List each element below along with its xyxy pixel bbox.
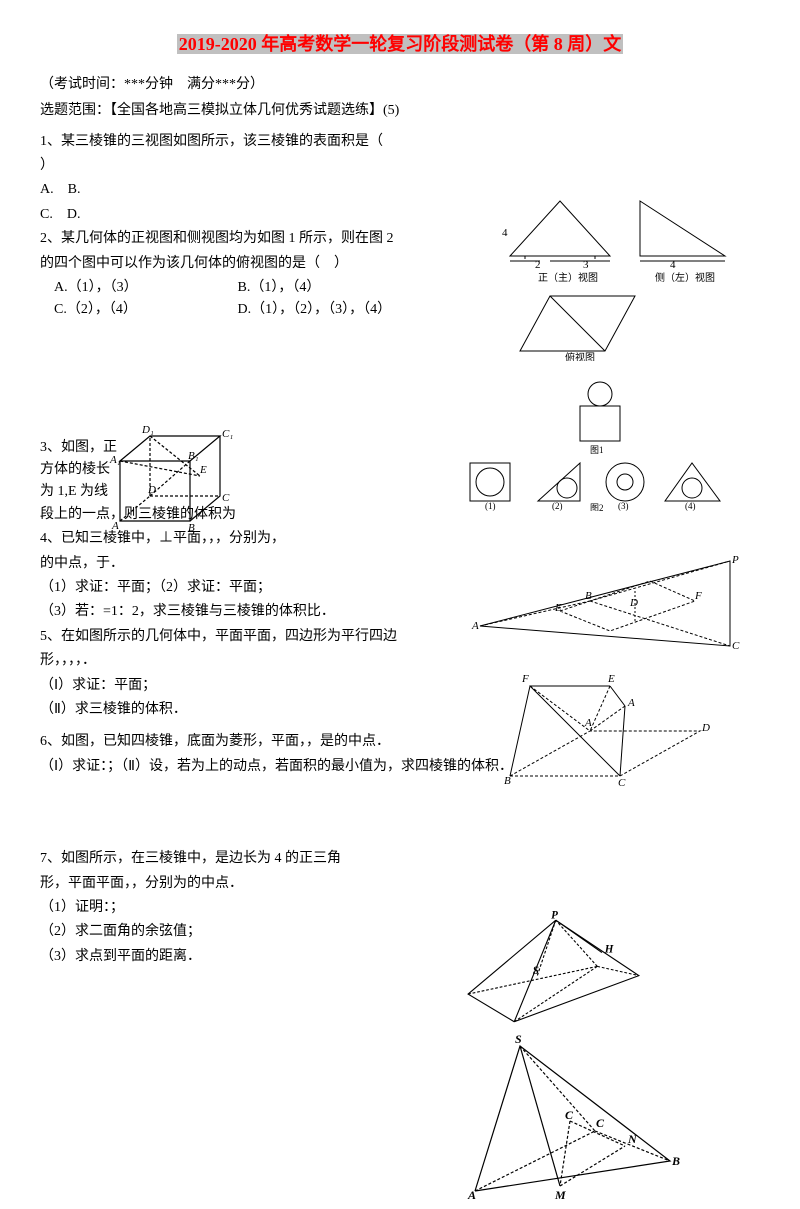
svg-text:俯视图: 俯视图: [565, 351, 595, 361]
q1-line1: 1、某三棱锥的三视图如图所示，该三棱锥的表面积是（: [40, 131, 400, 153]
q4-line4: （3）若：=1：2，求三棱锥与三棱锥的体积比．: [40, 601, 460, 623]
q6-line1: 6、如图，已知四棱锥，底面为菱形，平面，，是的中点．: [40, 731, 740, 753]
figure-pyramid: P H S: [450, 911, 680, 1031]
svg-text:M: M: [554, 1188, 566, 1201]
content-area: 1、某三棱锥的三视图如图所示，该三棱锥的表面积是（ ） A. B. C. D. …: [40, 131, 760, 969]
svg-text:C: C: [618, 777, 626, 789]
svg-text:B: B: [671, 1154, 680, 1168]
q2-opts-row1: A.（1），（3） B.（1），（4）: [54, 277, 520, 299]
figure-three-views: 4 2 3 正（主）视图 4 侧（左）视图 俯视图: [490, 191, 750, 361]
figure-tetrahedron-plane: A P C B E F D: [470, 551, 750, 661]
svg-text:图1: 图1: [590, 445, 604, 455]
svg-text:C: C: [732, 640, 740, 652]
question-7: 7、如图所示，在三棱锥中，是边长为 4 的正三角 形，平面平面，，分别为的中点．…: [40, 848, 460, 968]
question-5: 5、在如图所示的几何体中，平面平面，四边形为平行四边 形，，，，． （Ⅰ）求证：…: [40, 626, 460, 722]
q7-line2: 形，平面平面，，分别为的中点．: [40, 873, 460, 895]
svg-text:E: E: [554, 602, 562, 614]
svg-text:E: E: [607, 673, 615, 685]
question-6: 6、如图，已知四棱锥，底面为菱形，平面，，是的中点． （Ⅰ）求证：；（Ⅱ）设，若…: [40, 731, 740, 778]
svg-text:S: S: [533, 964, 539, 976]
q5-line1: 5、在如图所示的几何体中，平面平面，四边形为平行四边: [40, 626, 460, 648]
svg-text:(2): (2): [552, 501, 563, 511]
q2-optC: C.（2），（4）: [54, 299, 234, 321]
q1-line2: ）: [40, 155, 400, 177]
q4-line3: （1）求证：平面；（2）求证：平面；: [40, 577, 460, 599]
q2-optD: D.（1），（2），（3），（4）: [238, 299, 418, 321]
q4-line1: 4、已知三棱锥中，⊥平面，，，分别为，: [40, 528, 460, 550]
figure-option-views: 图1 (1) (2) (3) (4) 图2: [460, 381, 740, 511]
svg-text:正（主）视图: 正（主）视图: [538, 271, 598, 284]
q5-line3: （Ⅰ）求证：平面；: [40, 675, 460, 697]
svg-text:C: C: [565, 1108, 574, 1122]
svg-text:A: A: [627, 697, 635, 709]
figure-tetrahedron-2: S A B C M N C: [460, 1031, 690, 1201]
q7-line1: 7、如图所示，在三棱锥中，是边长为 4 的正三角: [40, 848, 460, 870]
svg-text:N: N: [627, 1132, 638, 1146]
topic-range: 选题范围：【全国各地高三模拟立体几何优秀试题选练】(5): [40, 100, 760, 122]
q3-line4: 段上的一点，则三棱锥的体积为: [40, 504, 460, 526]
question-4: 4、已知三棱锥中，⊥平面，，，分别为， 的中点，于． （1）求证：平面；（2）求…: [40, 528, 460, 624]
q1-optA: A. B.: [40, 179, 400, 201]
page-title: 2019-2020 年高考数学一轮复习阶段测试卷（第 8 周）文: [40, 30, 760, 59]
svg-text:P: P: [551, 911, 558, 921]
q2-line2: 的四个图中可以作为该几何体的俯视图的是（ ）: [40, 253, 520, 275]
q2-line1: 2、某几何体的正视图和侧视图均为如图 1 所示，则在图 2: [40, 228, 520, 250]
question-3: 3、如图，正 方体的棱长 为 1,E 为线 段上的一点，则三棱锥的体积为: [40, 437, 460, 527]
svg-text:侧（左）视图: 侧（左）视图: [655, 271, 715, 284]
svg-text:D: D: [629, 597, 638, 609]
q7-line4: （2）求二面角的余弦值；: [40, 921, 460, 943]
svg-text:S: S: [515, 1032, 522, 1046]
svg-text:F: F: [694, 590, 702, 602]
q2-opts-row2: C.（2），（4） D.（1），（2），（3），（4）: [54, 299, 520, 321]
q2-optA: A.（1），（3）: [54, 277, 234, 299]
svg-text:(3): (3): [618, 501, 629, 511]
svg-text:F: F: [521, 673, 529, 685]
svg-text:H: H: [604, 943, 614, 955]
exam-meta: （考试时间：***分钟 满分***分）: [40, 74, 760, 96]
q2-optB: B.（1），（4）: [238, 277, 418, 299]
q5-line2: 形，，，，．: [40, 650, 460, 672]
svg-text:B: B: [585, 590, 592, 602]
svg-text:P: P: [731, 554, 739, 566]
q1-optB: C. D.: [40, 204, 400, 226]
svg-text:C: C: [596, 1116, 605, 1130]
svg-text:A: A: [471, 620, 479, 632]
title-highlight: 2019-2020 年高考数学一轮复习阶段测试卷（第 8 周）文: [177, 34, 624, 54]
q7-line5: （3）求点到平面的距离．: [40, 946, 460, 968]
svg-text:A: A: [467, 1188, 476, 1201]
svg-text:(4): (4): [685, 501, 696, 511]
svg-text:图2: 图2: [590, 503, 604, 511]
q4-line2: 的中点，于．: [40, 553, 460, 575]
q3-line2: 方体的棱长: [40, 459, 140, 481]
q5-line4: （Ⅱ）求三棱锥的体积．: [40, 699, 460, 721]
q3-line3: 为 1,E 为线: [40, 481, 140, 503]
svg-text:A: A: [584, 717, 592, 729]
svg-text:(1): (1): [485, 501, 496, 511]
q7-line3: （1）证明：；: [40, 897, 460, 919]
q3-line1: 3、如图，正: [40, 437, 140, 459]
question-1: 1、某三棱锥的三视图如图所示，该三棱锥的表面积是（ ） A. B. C. D.: [40, 131, 400, 227]
svg-text:D₁: D₁: [141, 424, 154, 436]
q6-line2: （Ⅰ）求证：；（Ⅱ）设，若为上的动点，若面积的最小值为，求四棱锥的体积．: [40, 756, 740, 778]
question-2: 2、某几何体的正视图和侧视图均为如图 1 所示，则在图 2 的四个图中可以作为该…: [40, 228, 520, 322]
